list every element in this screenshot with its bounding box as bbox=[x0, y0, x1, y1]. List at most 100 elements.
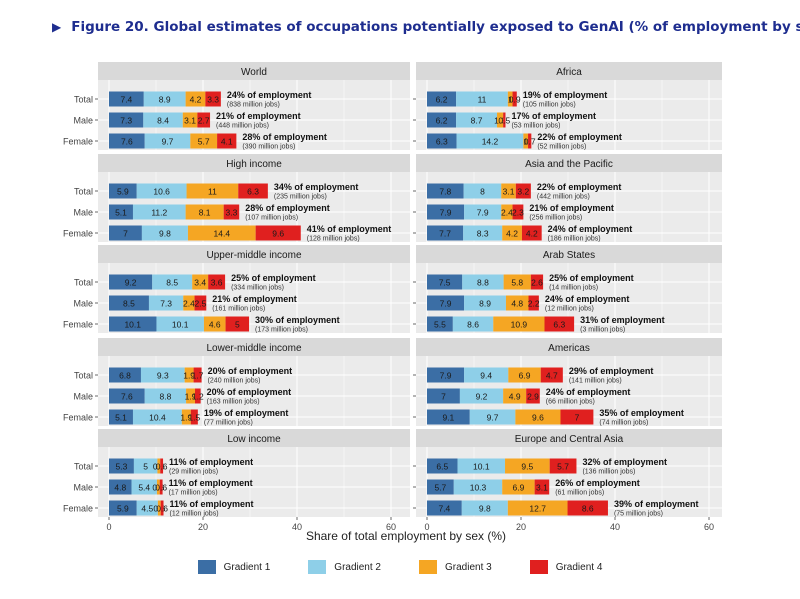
row-jobs: (52 million jobs) bbox=[537, 144, 586, 151]
bar-segment-gradient-4 bbox=[225, 316, 250, 332]
panel-americas: Americas 7.9 9.4 6.9 4.7 29% of employment (14… bbox=[413, 338, 722, 427]
panel-asia-and-the-pacific: Asia and the Pacific 7.8 8 3.1 3.2 22% of emp… bbox=[413, 154, 722, 243]
bar-segment-gradient-4 bbox=[238, 183, 268, 199]
bar-value-label: 5.1 bbox=[115, 412, 127, 422]
bar-value-label: 1.9 bbox=[183, 370, 195, 380]
panel-title: Asia and the Pacific bbox=[525, 159, 613, 170]
bar-value-label: 5.9 bbox=[117, 503, 129, 513]
bar-value-label: 2.4 bbox=[183, 298, 195, 308]
row-jobs: (77 million jobs) bbox=[204, 420, 253, 427]
legend-label: Gradient 4 bbox=[555, 561, 603, 573]
panel-strip bbox=[416, 154, 722, 172]
panel-title: Africa bbox=[556, 67, 582, 78]
bar-value-label: 5 bbox=[143, 461, 148, 471]
row-jobs: (107 million jobs) bbox=[245, 215, 298, 222]
bar-value-label: 2.4 bbox=[501, 207, 513, 217]
bar-value-label: 9.2 bbox=[476, 391, 488, 401]
row-summary: 28% of employment bbox=[245, 203, 330, 213]
bar-value-label: 9.3 bbox=[157, 370, 169, 380]
bar-value-label: 8.4 bbox=[157, 115, 169, 125]
bar-segment-gradient-1 bbox=[109, 183, 137, 199]
bar-value-label: 5.1 bbox=[115, 207, 127, 217]
row-summary: 24% of employment bbox=[227, 90, 312, 100]
bar-value-label: 10.4 bbox=[149, 412, 166, 422]
row-label: Total bbox=[74, 278, 93, 288]
panel-strip bbox=[416, 429, 722, 447]
bar-segment-gradient-2 bbox=[143, 91, 186, 107]
bar-value-label: 8.6 bbox=[582, 503, 594, 513]
bar-segment-gradient-4 bbox=[544, 316, 575, 332]
bar-segment-gradient-2 bbox=[131, 479, 157, 495]
bar-value-label: 8.5 bbox=[166, 277, 178, 287]
bar-value-label: 14.4 bbox=[214, 228, 231, 238]
bar-segment-gradient-1 bbox=[427, 274, 463, 290]
bar-value-label: 8.8 bbox=[159, 391, 171, 401]
bar-segment-gradient-4 bbox=[549, 458, 577, 474]
bar-segment-gradient-1 bbox=[109, 204, 133, 220]
row-summary: 34% of employment bbox=[274, 182, 359, 192]
legend-swatch bbox=[197, 560, 216, 574]
panel-title: Arab States bbox=[543, 250, 595, 261]
bar-value-label: 9.8 bbox=[479, 503, 491, 513]
bar-segment-gradient-1 bbox=[427, 204, 465, 220]
bar-value-label: 9.6 bbox=[532, 412, 544, 422]
bar-segment-gradient-1 bbox=[427, 91, 457, 107]
bar-value-label: 4.2 bbox=[190, 94, 202, 104]
bar-segment-gradient-4 bbox=[160, 500, 164, 516]
bar-segment-gradient-1 bbox=[109, 274, 153, 290]
bar-value-label: 2.6 bbox=[531, 277, 543, 287]
bar-segment-gradient-2 bbox=[464, 295, 506, 311]
bar-value-label: 7 bbox=[575, 412, 580, 422]
bar-value-label: 5.8 bbox=[511, 277, 523, 287]
panel-strip bbox=[416, 62, 722, 80]
bar-segment-gradient-1 bbox=[427, 112, 457, 128]
legend-item-gradient-4: Gradient 4 bbox=[529, 560, 603, 574]
bar-value-label: 7.4 bbox=[438, 503, 450, 513]
row-summary: 24% of employment bbox=[545, 294, 630, 304]
bar-segment-gradient-3 bbox=[157, 500, 161, 516]
bar-value-label: 8.3 bbox=[477, 228, 489, 238]
x-tick-label: 20 bbox=[516, 522, 526, 532]
bar-value-label: 1 bbox=[508, 94, 513, 104]
bar-value-label: 5.5 bbox=[434, 319, 446, 329]
bar-value-label: 6.2 bbox=[436, 94, 448, 104]
bar-value-label: 1.9 bbox=[185, 391, 197, 401]
bar-value-label: 10.1 bbox=[473, 461, 490, 471]
row-summary: 24% of employment bbox=[548, 224, 633, 234]
bar-segment-gradient-3 bbox=[523, 133, 529, 149]
bar-segment-gradient-1 bbox=[109, 388, 145, 404]
legend-swatch bbox=[419, 560, 437, 574]
bar-segment-gradient-4 bbox=[194, 295, 207, 311]
bar-segment-gradient-2 bbox=[464, 367, 509, 383]
bar-value-label: 4.2 bbox=[526, 228, 538, 238]
bar-segment-gradient-2 bbox=[463, 225, 503, 241]
panel-strip bbox=[98, 338, 410, 356]
bar-segment-gradient-2 bbox=[459, 388, 504, 404]
bar-value-label: 3.3 bbox=[207, 94, 219, 104]
bar-value-label: 10.6 bbox=[153, 186, 170, 196]
x-tick-label: 20 bbox=[198, 522, 208, 532]
row-jobs: (136 million jobs) bbox=[582, 469, 635, 476]
bar-segment-gradient-3 bbox=[182, 112, 198, 128]
bar-segment-gradient-4 bbox=[190, 409, 198, 425]
bar-value-label: 5.9 bbox=[117, 186, 129, 196]
row-jobs: (74 million jobs) bbox=[599, 420, 648, 427]
row-summary: 21% of employment bbox=[216, 111, 301, 121]
bar-value-label: 4.2 bbox=[506, 228, 518, 238]
bar-value-label: 7.3 bbox=[120, 115, 132, 125]
bar-segment-gradient-2 bbox=[461, 500, 508, 516]
bar-segment-gradient-2 bbox=[133, 458, 158, 474]
row-jobs: (141 million jobs) bbox=[569, 378, 622, 385]
row-jobs: (75 million jobs) bbox=[614, 511, 663, 518]
x-tick-label: 60 bbox=[386, 522, 396, 532]
bar-segment-gradient-3 bbox=[190, 133, 218, 149]
bar-segment-gradient-2 bbox=[140, 367, 185, 383]
bar-segment-gradient-4 bbox=[528, 133, 532, 149]
bar-segment-gradient-1 bbox=[109, 225, 142, 241]
bar-value-label: 6.3 bbox=[553, 319, 565, 329]
bar-value-label: 8.1 bbox=[199, 207, 211, 217]
legend-label: Gradient 2 bbox=[334, 561, 381, 573]
bar-segment-gradient-2 bbox=[456, 112, 498, 128]
row-summary: 28% of employment bbox=[242, 132, 327, 142]
